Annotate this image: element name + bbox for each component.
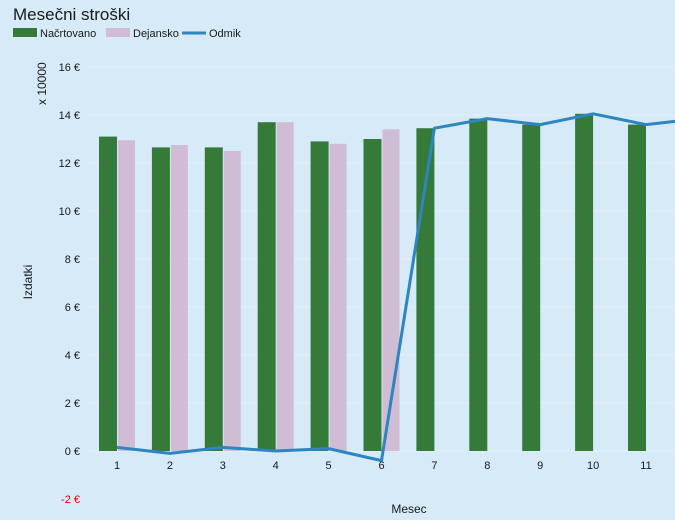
bar-nacrtovano	[363, 139, 382, 451]
bar-nacrtovano	[204, 147, 223, 451]
legend-swatch	[13, 28, 37, 37]
y-multiplier-label: x 10000	[35, 62, 49, 105]
bar-dejansko	[170, 145, 188, 451]
x-tick-label: 9	[537, 460, 543, 472]
bar-nacrtovano	[522, 124, 541, 451]
bar-nacrtovano	[628, 124, 646, 451]
x-tick-label: 10	[587, 460, 599, 472]
y-tick-label: -2 €	[61, 494, 80, 506]
y-ticks: -2 € 0 € 2 € 4 € 6 € 8 € 10 € 12 € 14 € 16 €	[59, 62, 80, 506]
y-axis-label: Izdatki	[21, 265, 35, 300]
y-tick-label: 0 €	[65, 446, 80, 458]
y-tick-label: 2 €	[65, 398, 80, 410]
chart-title: Mesečni stroški	[13, 5, 130, 24]
bar-dejansko	[276, 122, 294, 451]
bar-dejansko	[223, 151, 241, 451]
x-tick-label: 1	[114, 460, 120, 472]
x-tick-label: 7	[431, 460, 437, 472]
bar-nacrtovano	[575, 113, 594, 452]
bars	[99, 113, 646, 452]
deviation-line	[116, 112, 675, 463]
x-ticks: 1 2 3 4 5 6 7 8 9 10 11	[114, 460, 652, 472]
bar-dejansko	[329, 143, 347, 452]
x-tick-label: 6	[378, 460, 384, 472]
x-tick-label: 3	[220, 460, 226, 472]
y-tick-label: 10 €	[59, 206, 80, 218]
bar-nacrtovano	[99, 136, 117, 451]
bar-nacrtovano	[151, 147, 170, 451]
y-tick-label: 14 €	[59, 110, 80, 122]
bar-nacrtovano	[469, 118, 488, 451]
y-tick-label: 6 €	[65, 302, 80, 314]
x-axis-label: Mesec	[391, 502, 426, 516]
y-tick-label: 12 €	[59, 158, 80, 170]
y-tick-label: 8 €	[65, 254, 80, 266]
bar-dejansko	[118, 140, 135, 451]
x-tick-label: 2	[167, 460, 173, 472]
y-tick-label: 4 €	[65, 350, 80, 362]
x-tick-label: 4	[273, 460, 279, 472]
legend-label: Odmik	[209, 28, 241, 40]
x-tick-label: 11	[640, 460, 651, 472]
bar-nacrtovano	[310, 141, 329, 451]
legend: Načrtovano Dejansko Odmik	[13, 28, 241, 40]
x-tick-label: 8	[484, 460, 490, 472]
x-tick-label: 5	[326, 460, 332, 472]
legend-label: Načrtovano	[40, 28, 96, 40]
legend-swatch	[106, 28, 130, 37]
y-tick-label: 16 €	[59, 62, 80, 74]
legend-label: Dejansko	[133, 28, 179, 40]
bar-nacrtovano	[257, 122, 276, 451]
line-odmik	[116, 112, 675, 463]
